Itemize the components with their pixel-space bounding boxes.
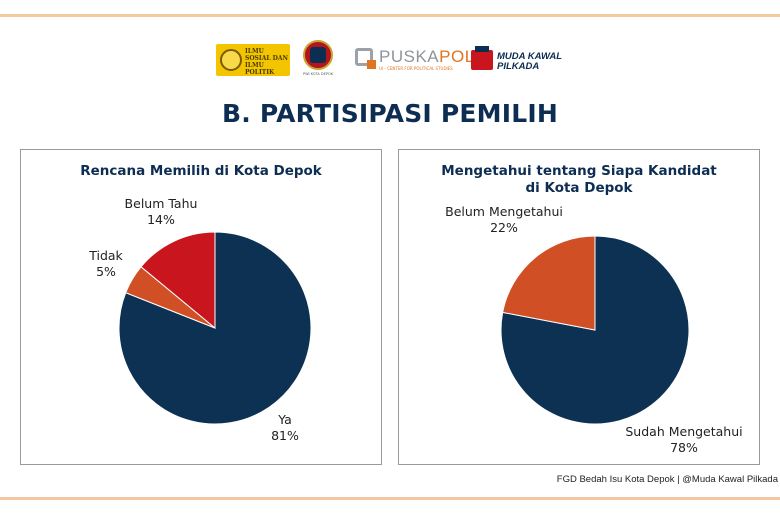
university-seal-icon [220, 49, 242, 71]
chart-title: Rencana Memilih di Kota Depok [80, 163, 322, 179]
mkp-line1: MUDA KAWAL [497, 51, 563, 62]
bottom-divider [0, 497, 780, 500]
fisipol-logo-text: ILMU SOSIAL DAN ILMU POLITIK [245, 48, 289, 76]
chart-title: Mengetahui tentang Siapa Kandidat di Kot… [399, 163, 759, 197]
slice-label-value: 81% [271, 428, 299, 443]
pwi-depok-caption: PWI KOTA DEPOK [302, 72, 333, 76]
muda-kawal-pilkada-logo: MUDA KAWAL PILKADA [471, 46, 563, 74]
slice-label-value: 78% [670, 440, 698, 455]
slice-label-name: Sudah Mengetahui [625, 424, 743, 439]
fisipol-logo: ILMU SOSIAL DAN ILMU POLITIK [216, 44, 290, 76]
pie-chart-mengetahui-kandidat [500, 235, 690, 425]
pie-chart-rencana-memilih [118, 231, 312, 425]
logo-strip: ILMU SOSIAL DAN ILMU POLITIK PWI KOTA DE… [0, 40, 780, 80]
label-tidak: Tidak 5% [81, 248, 131, 280]
footer-credit: FGD Bedah Isu Kota Depok | @Muda Kawal P… [556, 474, 778, 485]
slice-label-name: Ya [278, 412, 292, 427]
pie-slice-belum-mengetahui [502, 235, 596, 331]
mkp-line2: PILKADA [497, 61, 540, 72]
chart-panel-rencana-memilih: Rencana Memilih di Kota Depok Belum Tahu… [20, 149, 382, 465]
pwi-depok-logo: PWI KOTA DEPOK [301, 40, 335, 78]
slice-label-name: Tidak [89, 248, 123, 263]
slice-label-value: 14% [147, 212, 175, 227]
top-divider [0, 14, 780, 17]
slice-label-name: Belum Tahu [124, 196, 198, 211]
pie-slice-belum-tahu [140, 231, 216, 330]
puskapol-subtitle: UI - CENTER FOR POLITICAL STUDIES [379, 66, 453, 71]
page-title: B. PARTISIPASI PEMILIH [222, 99, 558, 128]
slice-label-value: 22% [490, 220, 518, 235]
ballot-box-icon [471, 46, 493, 70]
puskapol-mark-icon [355, 48, 376, 69]
chart-title-line2: di Kota Depok [525, 180, 633, 196]
slice-label-name: Belum Mengetahui [445, 204, 563, 219]
pie-slice-sudah-mengetahui [500, 235, 690, 425]
emblem-ring-icon [303, 40, 333, 70]
label-belum-tahu: Belum Tahu 14% [113, 196, 209, 228]
chart-title-line1: Mengetahui tentang Siapa Kandidat [441, 163, 717, 179]
label-sudah-mengetahui: Sudah Mengetahui 78% [619, 424, 749, 456]
puskapol-wordmark: PUSKAPOL [379, 47, 475, 67]
puskapol-logo: PUSKAPOL UI - CENTER FOR POLITICAL STUDI… [355, 47, 474, 74]
puskapol-word-b: POL [439, 47, 475, 66]
label-ya: Ya 81% [265, 412, 305, 444]
emblem-shield-icon [310, 47, 326, 63]
chart-panel-mengetahui-kandidat: Mengetahui tentang Siapa Kandidat di Kot… [398, 149, 760, 465]
puskapol-word-a: PUSKA [379, 47, 440, 66]
slice-label-value: 5% [96, 264, 116, 279]
label-belum-mengetahui: Belum Mengetahui 22% [439, 204, 569, 236]
